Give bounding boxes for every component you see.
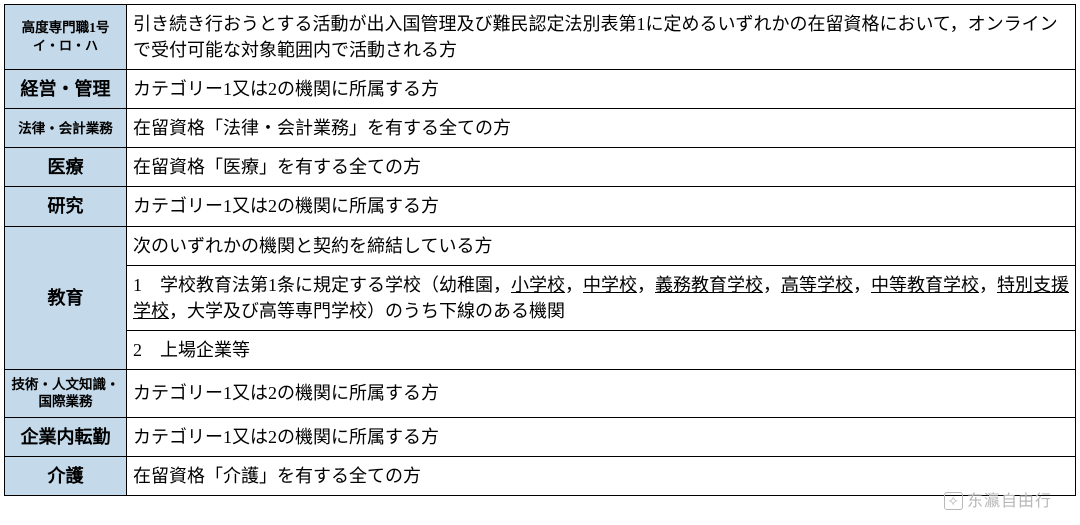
label-main: 高度専門職1号 bbox=[22, 20, 110, 35]
table-row: 企業内転勤 カテゴリー1又は2の機関に所属する方 bbox=[5, 418, 1076, 457]
table-row: 法律・会計業務 在留資格「法律・会計業務」を有する全ての方 bbox=[5, 109, 1076, 148]
text: ， bbox=[763, 275, 781, 295]
row-label-medical: 医療 bbox=[5, 148, 127, 187]
table-row: 研究 カテゴリー1又は2の機関に所属する方 bbox=[5, 187, 1076, 226]
table-row: 1 学校教育法第1条に規定する学校（幼稚園，小学校，中学校，義務教育学校，高等学… bbox=[5, 265, 1076, 330]
row-content: カテゴリー1又は2の機関に所属する方 bbox=[127, 70, 1076, 109]
text: ， bbox=[637, 275, 655, 295]
underlined-school: 義務教育学校 bbox=[655, 275, 763, 295]
row-content: カテゴリー1又は2の機関に所属する方 bbox=[127, 369, 1076, 417]
row-label-management: 経営・管理 bbox=[5, 70, 127, 109]
table-row: 教育 次のいずれかの機関と契約を締結している方 bbox=[5, 226, 1076, 265]
text: ， bbox=[853, 275, 871, 295]
row-label-research: 研究 bbox=[5, 187, 127, 226]
table-row: 2 上場企業等 bbox=[5, 330, 1076, 369]
underlined-school: 中学校 bbox=[583, 275, 637, 295]
text: ， bbox=[565, 275, 583, 295]
residence-status-table: 高度専門職1号 イ・ロ・ハ 引き続き行おうとする活動が出入国管理及び難民認定法別… bbox=[4, 4, 1076, 496]
text: ，大学及び高等専門学校）のうち下線のある機関 bbox=[169, 301, 565, 321]
row-label-nursing-care: 介護 bbox=[5, 457, 127, 496]
row-content: 在留資格「介護」を有する全ての方 bbox=[127, 457, 1076, 496]
row-content: カテゴリー1又は2の機関に所属する方 bbox=[127, 187, 1076, 226]
table-row: 介護 在留資格「介護」を有する全ての方 bbox=[5, 457, 1076, 496]
underlined-school: 高等学校 bbox=[781, 275, 853, 295]
table-row: 技術・人文知識・国際業務 カテゴリー1又は2の機関に所属する方 bbox=[5, 369, 1076, 417]
row-content: 在留資格「医療」を有する全ての方 bbox=[127, 148, 1076, 187]
education-line1: 次のいずれかの機関と契約を締結している方 bbox=[127, 226, 1076, 265]
row-label-education: 教育 bbox=[5, 226, 127, 369]
row-label-engineer-humanities: 技術・人文知識・国際業務 bbox=[5, 369, 127, 417]
row-label-intra-company: 企業内転勤 bbox=[5, 418, 127, 457]
education-line2: 1 学校教育法第1条に規定する学校（幼稚園，小学校，中学校，義務教育学校，高等学… bbox=[127, 265, 1076, 330]
underlined-school: 中等教育学校 bbox=[871, 275, 979, 295]
table-row: 経営・管理 カテゴリー1又は2の機関に所属する方 bbox=[5, 70, 1076, 109]
row-content: カテゴリー1又は2の機関に所属する方 bbox=[127, 418, 1076, 457]
label-sub: イ・ロ・ハ bbox=[9, 38, 122, 55]
education-line3: 2 上場企業等 bbox=[127, 330, 1076, 369]
row-content: 引き続き行おうとする活動が出入国管理及び難民認定法別表第1に定めるいずれかの在留… bbox=[127, 5, 1076, 70]
underlined-school: 小学校 bbox=[511, 275, 565, 295]
table-row: 医療 在留資格「医療」を有する全ての方 bbox=[5, 148, 1076, 187]
text: ， bbox=[979, 275, 997, 295]
row-label-highly-skilled: 高度専門職1号 イ・ロ・ハ bbox=[5, 5, 127, 70]
text: 1 学校教育法第1条に規定する学校（幼稚園， bbox=[133, 275, 511, 295]
row-content: 在留資格「法律・会計業務」を有する全ての方 bbox=[127, 109, 1076, 148]
table-row: 高度専門職1号 イ・ロ・ハ 引き続き行おうとする活動が出入国管理及び難民認定法別… bbox=[5, 5, 1076, 70]
row-label-legal-accounting: 法律・会計業務 bbox=[5, 109, 127, 148]
